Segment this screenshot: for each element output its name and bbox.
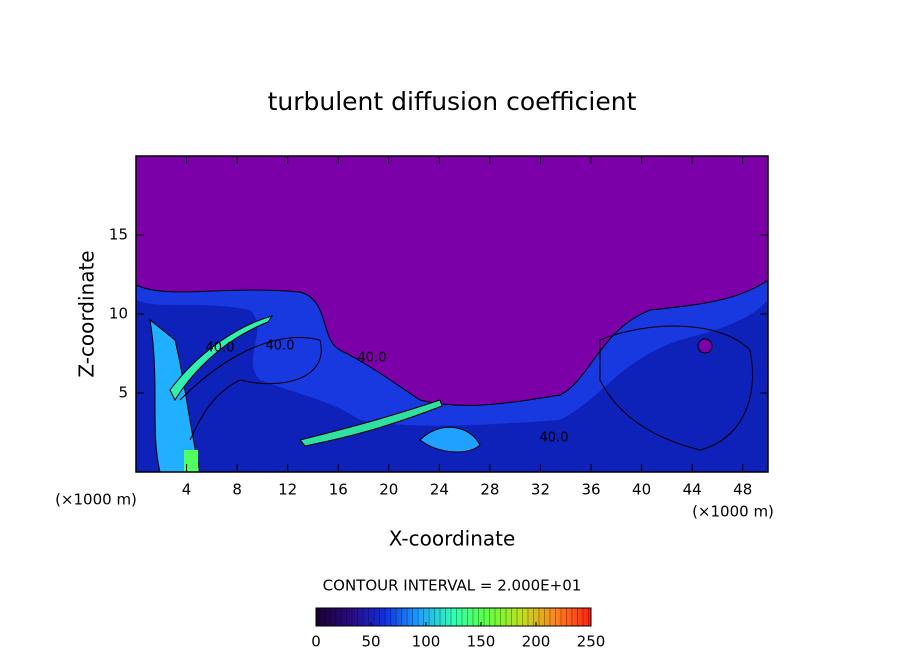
y-tick-label: 15 [109,226,128,244]
contour-interval: CONTOUR INTERVAL = 2.000E+01 [323,577,582,595]
x-axis-label: X-coordinate [389,527,516,551]
field-shape [184,450,198,472]
x-tick-label: 44 [683,481,702,499]
colorbar-tick-label: 250 [577,633,606,651]
colorbar-tick-label: 100 [412,633,441,651]
y-axis-label: Z-coordinate [75,250,99,377]
contour-label: 40.0 [540,431,569,446]
x-tick-label: 12 [278,481,297,499]
field-shape [697,338,713,354]
x-tick-label: 28 [480,481,499,499]
x-tick-label: 4 [182,481,192,499]
contour-line [599,325,754,451]
colorbar-tick-label: 200 [522,633,551,651]
x-tick-label: 8 [232,481,242,499]
x-tick-label: 36 [581,481,600,499]
field-shape [169,315,274,402]
contour-line [179,337,322,441]
contour-label: 40.0 [358,351,387,366]
x-tick-label: 40 [632,481,651,499]
contour-label: 40.0 [206,341,235,356]
colorbar-tick-label: 150 [467,633,496,651]
field-shape [299,399,443,447]
x-unit: (×1000 m) [692,503,774,521]
colorbar-tick-label: 50 [361,633,380,651]
field-shape [136,300,768,472]
contour-label: 40.0 [266,339,295,354]
y-tick-label: 5 [118,384,128,402]
x-tick-label: 16 [329,481,348,499]
x-tick-label: 24 [430,481,449,499]
y-tick-label: 10 [109,305,128,323]
field [135,156,769,473]
x-tick-label: 48 [733,481,752,499]
field-shape [419,426,481,453]
chart-title: turbulent diffusion coefficient [268,87,637,116]
colorbar-tick-label: 0 [311,633,321,651]
x-tick-label: 20 [379,481,398,499]
x-tick-label: 32 [531,481,550,499]
x-unit: (×1000 m) [55,491,137,509]
